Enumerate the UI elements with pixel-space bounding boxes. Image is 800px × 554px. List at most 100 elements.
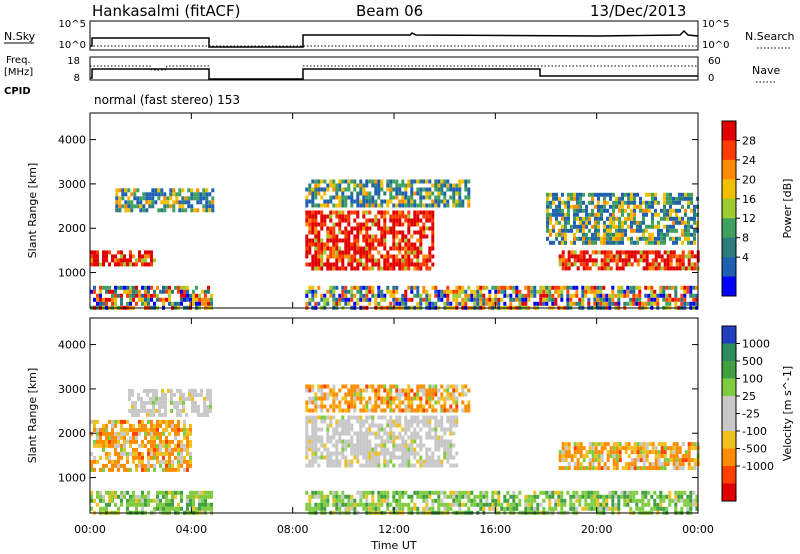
velocity-cell (320, 408, 324, 413)
power-cell (464, 289, 468, 294)
velocity-cell (410, 404, 414, 409)
power-cell (665, 301, 669, 306)
velocity-cell (606, 442, 610, 447)
power-cell (344, 293, 348, 298)
velocity-cell (398, 455, 402, 460)
velocity-cell (377, 404, 381, 409)
velocity-cell (171, 490, 174, 495)
velocity-cell (579, 446, 583, 451)
power-colorbar-swatch (722, 257, 736, 278)
power-cell (669, 216, 672, 221)
power-cell (672, 200, 675, 205)
power-cell (365, 293, 369, 298)
power-cell (377, 183, 381, 188)
velocity-cell (428, 447, 432, 452)
power-cell (687, 250, 691, 255)
power-cell (633, 200, 636, 205)
velocity-cell (392, 400, 396, 405)
power-cell (605, 297, 609, 302)
power-cell (398, 218, 402, 223)
velocity-cell (195, 494, 198, 499)
velocity-cell (606, 454, 610, 459)
velocity-cell (153, 439, 156, 444)
power-cell (686, 289, 690, 294)
velocity-cell (561, 454, 565, 459)
velocity-cell (371, 431, 375, 436)
power-cell (329, 214, 333, 219)
velocity-cell (120, 431, 123, 436)
power-cell (386, 230, 390, 235)
velocity-cell (365, 451, 369, 456)
velocity-cell (90, 459, 93, 464)
velocity-cell (600, 458, 604, 463)
velocity-cell (689, 490, 693, 495)
velocity-cell (419, 404, 423, 409)
power-cell (99, 301, 102, 306)
power-cell (386, 250, 390, 255)
power-cell (693, 208, 696, 213)
power-cell (476, 289, 480, 294)
velocity-cell (207, 490, 210, 495)
velocity-cell (398, 506, 402, 511)
velocity-cell (386, 423, 390, 428)
velocity-cell (105, 427, 108, 432)
velocity-cell (350, 502, 354, 507)
power-cell (311, 191, 315, 196)
velocity-cell (308, 443, 312, 448)
velocity-cell (311, 415, 315, 420)
velocity-cell (338, 419, 342, 424)
power-cell (359, 262, 363, 267)
nsky-tick-top: 10^5 (59, 19, 86, 30)
velocity-cell (132, 447, 135, 452)
velocity-cell (389, 451, 393, 456)
power-cell (690, 240, 693, 245)
power-cell (407, 222, 411, 227)
power-cell (609, 250, 613, 255)
power-cell (377, 187, 381, 192)
power-cell (612, 212, 615, 217)
velocity-cell (383, 439, 387, 444)
power-cell (187, 200, 191, 205)
power-cell (410, 297, 414, 302)
x-tick-label: 20:00 (581, 523, 613, 536)
power-cell (201, 289, 204, 294)
velocity-cell (108, 459, 111, 464)
power-cell (482, 297, 486, 302)
power-cell (651, 192, 654, 197)
power-cell (398, 301, 402, 306)
power-cell (431, 254, 435, 259)
velocity-cell (90, 506, 93, 511)
velocity-cell (422, 404, 426, 409)
velocity-cell (144, 423, 147, 428)
velocity-cell (657, 454, 661, 459)
power-cell (314, 238, 318, 243)
velocity-cell (305, 415, 309, 420)
power-cell (187, 188, 191, 193)
power-cell (195, 301, 198, 306)
power-cell (603, 240, 606, 245)
power-cell (347, 250, 351, 255)
velocity-cell (341, 498, 345, 503)
power-cell (419, 234, 423, 239)
velocity-cell (665, 494, 669, 499)
velocity-cell (132, 455, 135, 460)
power-cell (657, 224, 660, 229)
power-cell (582, 250, 586, 255)
power-cell (416, 203, 420, 208)
velocity-colorbar-swatch (722, 483, 736, 502)
velocity-cell (582, 454, 586, 459)
power-cell (356, 258, 360, 263)
power-cell (582, 266, 586, 271)
velocity-cell (365, 431, 369, 436)
power-cell (398, 222, 402, 227)
velocity-cell (359, 396, 363, 401)
velocity-cell (693, 458, 697, 463)
velocity-cell (335, 490, 339, 495)
velocity-cell (558, 454, 562, 459)
velocity-cell (191, 388, 194, 393)
power-cell (350, 230, 354, 235)
power-cell (201, 297, 204, 302)
power-cell (329, 262, 333, 267)
power-cell (404, 301, 408, 306)
velocity-cell (332, 435, 336, 440)
